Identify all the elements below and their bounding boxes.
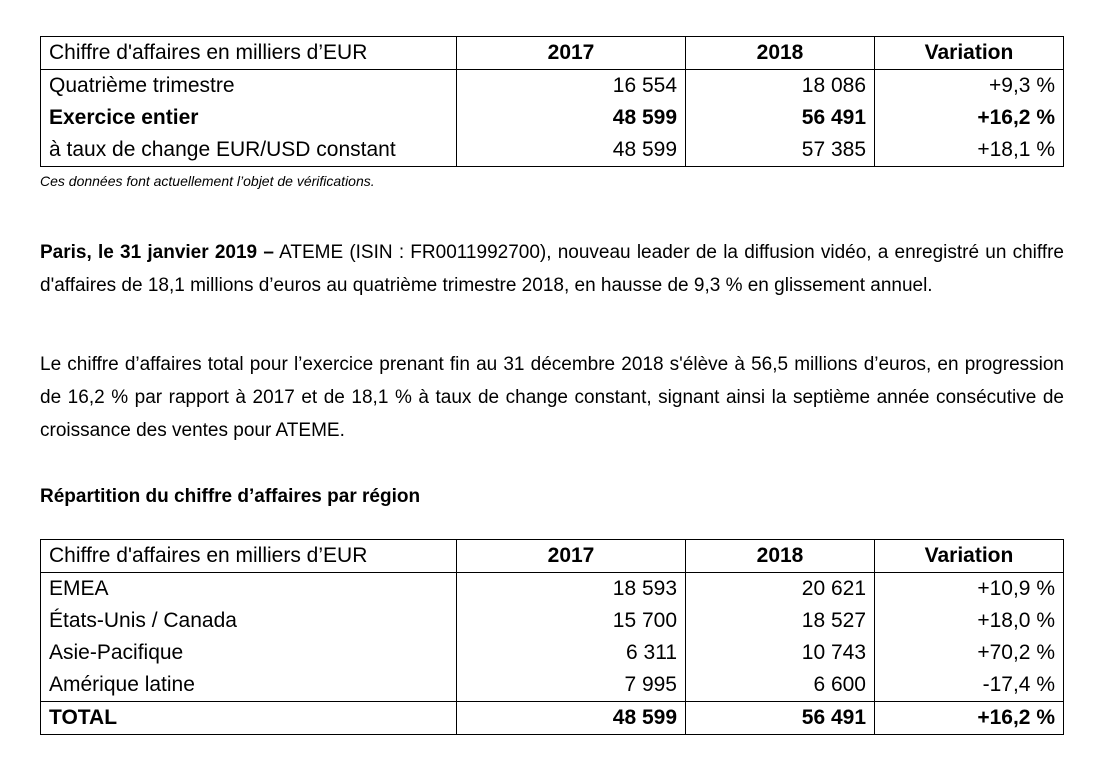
verification-note: Ces données font actuellement l’objet de…	[40, 173, 375, 189]
value-variation: +16,2 %	[874, 102, 1064, 134]
value-2017: 7 995	[456, 669, 686, 702]
total-row: TOTAL 48 599 56 491 +16,2 %	[40, 701, 1064, 735]
value-variation: +18,1 %	[874, 134, 1064, 167]
row-label: TOTAL	[40, 701, 457, 735]
value-2018: 6 600	[685, 669, 875, 702]
table-row: Amérique latine 7 995 6 600 -17,4 %	[40, 669, 1064, 702]
intro-text: ATEME (ISIN : FR0011992700), nouveau lea…	[40, 242, 1064, 296]
value-2018: 10 743	[685, 637, 875, 669]
table-row: Quatrième trimestre 16 554 18 086 +9,3 %	[40, 69, 1064, 102]
table-row: Asie-Pacifique 6 311 10 743 +70,2 %	[40, 637, 1064, 669]
value-2018: 56 491	[685, 701, 875, 735]
revenue-table-quarterly: Chiffre d'affaires en milliers d’EUR 201…	[40, 36, 1064, 167]
value-2017: 48 599	[456, 134, 686, 167]
value-2017: 15 700	[456, 605, 686, 637]
value-2017: 6 311	[456, 637, 686, 669]
header-label: Chiffre d'affaires en milliers d’EUR	[40, 539, 457, 573]
table-header-row: Chiffre d'affaires en milliers d’EUR 201…	[40, 36, 1064, 70]
header-2017: 2017	[456, 36, 686, 70]
revenue-table-by-region: Chiffre d'affaires en milliers d’EUR 201…	[40, 539, 1064, 735]
table-row: EMEA 18 593 20 621 +10,9 %	[40, 572, 1064, 605]
table-header-row: Chiffre d'affaires en milliers d’EUR 201…	[40, 539, 1064, 573]
value-2017: 18 593	[456, 572, 686, 605]
value-2017: 48 599	[456, 701, 686, 735]
header-variation: Variation	[874, 36, 1064, 70]
value-2018: 20 621	[685, 572, 875, 605]
value-variation: +10,9 %	[874, 572, 1064, 605]
row-label: Quatrième trimestre	[40, 69, 457, 102]
dateline: Paris, le 31 janvier 2019 –	[40, 242, 274, 263]
row-label: à taux de change EUR/USD constant	[40, 134, 457, 167]
row-label: EMEA	[40, 572, 457, 605]
header-variation: Variation	[874, 539, 1064, 573]
header-2018: 2018	[685, 36, 875, 70]
value-variation: -17,4 %	[874, 669, 1064, 702]
value-2018: 56 491	[685, 102, 875, 134]
value-2018: 18 527	[685, 605, 875, 637]
value-2017: 16 554	[456, 69, 686, 102]
table-row: États-Unis / Canada 15 700 18 527 +18,0 …	[40, 605, 1064, 637]
value-2018: 57 385	[685, 134, 875, 167]
value-2018: 18 086	[685, 69, 875, 102]
row-label: États-Unis / Canada	[40, 605, 457, 637]
header-2017: 2017	[456, 539, 686, 573]
value-variation: +16,2 %	[874, 701, 1064, 735]
annual-paragraph: Le chiffre d’affaires total pour l’exerc…	[40, 354, 1064, 441]
row-label: Asie-Pacifique	[40, 637, 457, 669]
row-label: Exercice entier	[40, 102, 457, 134]
value-variation: +70,2 %	[874, 637, 1064, 669]
value-variation: +18,0 %	[874, 605, 1064, 637]
table-row: Exercice entier 48 599 56 491 +16,2 %	[40, 102, 1064, 134]
section-title: Répartition du chiffre d’affaires par ré…	[40, 486, 421, 507]
value-variation: +9,3 %	[874, 69, 1064, 102]
header-2018: 2018	[685, 539, 875, 573]
header-label: Chiffre d'affaires en milliers d’EUR	[40, 36, 457, 70]
table-row: à taux de change EUR/USD constant 48 599…	[40, 134, 1064, 167]
intro-paragraph: Paris, le 31 janvier 2019 – ATEME (ISIN …	[40, 236, 1064, 302]
value-2017: 48 599	[456, 102, 686, 134]
row-label: Amérique latine	[40, 669, 457, 702]
